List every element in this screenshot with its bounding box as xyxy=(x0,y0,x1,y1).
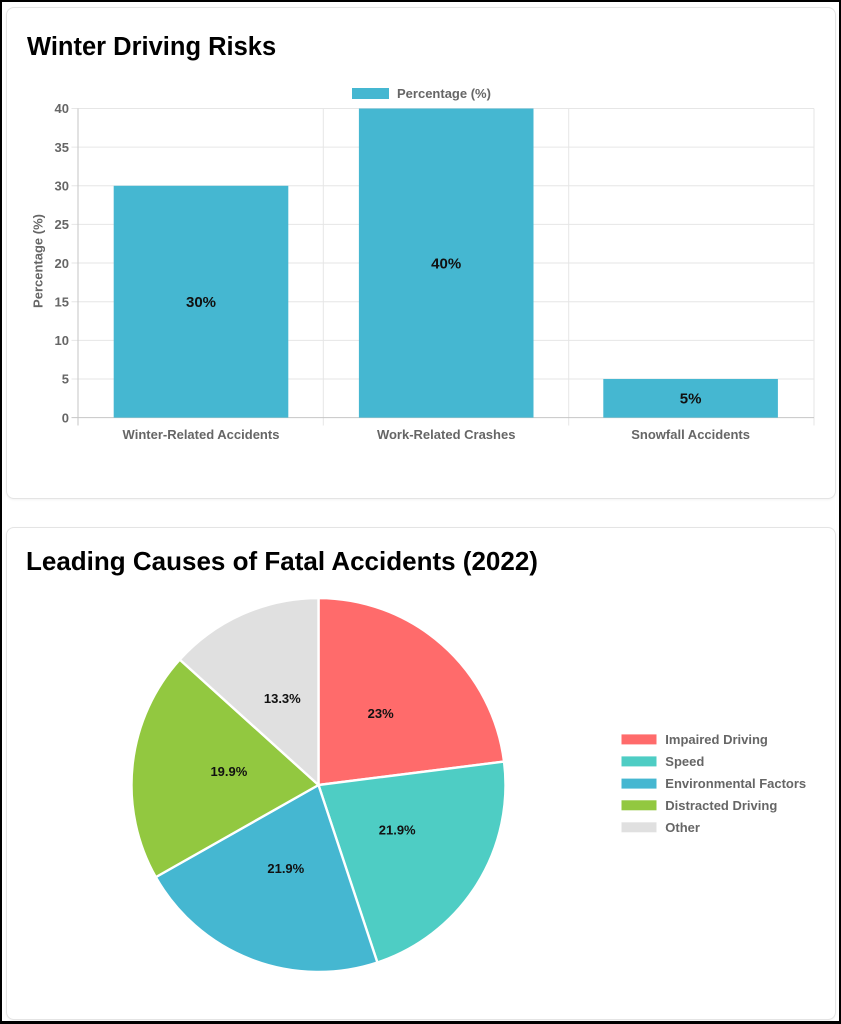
svg-text:23%: 23% xyxy=(368,706,394,721)
svg-text:20: 20 xyxy=(55,256,69,271)
svg-text:19.9%: 19.9% xyxy=(210,764,247,779)
svg-text:21.9%: 21.9% xyxy=(267,861,304,876)
svg-text:30%: 30% xyxy=(186,294,216,311)
svg-text:13.3%: 13.3% xyxy=(264,691,301,706)
svg-text:21.9%: 21.9% xyxy=(379,822,416,837)
svg-text:Speed: Speed xyxy=(665,754,704,769)
svg-text:5%: 5% xyxy=(680,391,702,408)
svg-text:Other: Other xyxy=(665,820,700,835)
svg-text:Percentage (%): Percentage (%) xyxy=(397,86,491,101)
svg-text:Impaired Driving: Impaired Driving xyxy=(665,732,768,747)
svg-text:Distracted Driving: Distracted Driving xyxy=(665,798,777,813)
svg-text:Winter-Related Accidents: Winter-Related Accidents xyxy=(123,427,280,442)
svg-text:40%: 40% xyxy=(431,255,461,272)
svg-text:15: 15 xyxy=(55,294,69,309)
svg-text:Snowfall Accidents: Snowfall Accidents xyxy=(631,427,750,442)
svg-text:10: 10 xyxy=(55,333,69,348)
svg-text:40: 40 xyxy=(55,101,69,116)
svg-text:Work-Related Crashes: Work-Related Crashes xyxy=(377,427,515,442)
svg-text:0: 0 xyxy=(62,410,69,425)
svg-text:35: 35 xyxy=(55,140,69,155)
svg-text:25: 25 xyxy=(55,217,69,232)
svg-text:5: 5 xyxy=(62,372,69,387)
svg-text:30: 30 xyxy=(55,179,69,194)
svg-text:Percentage (%): Percentage (%) xyxy=(31,214,46,308)
svg-text:Environmental Factors: Environmental Factors xyxy=(665,776,806,791)
